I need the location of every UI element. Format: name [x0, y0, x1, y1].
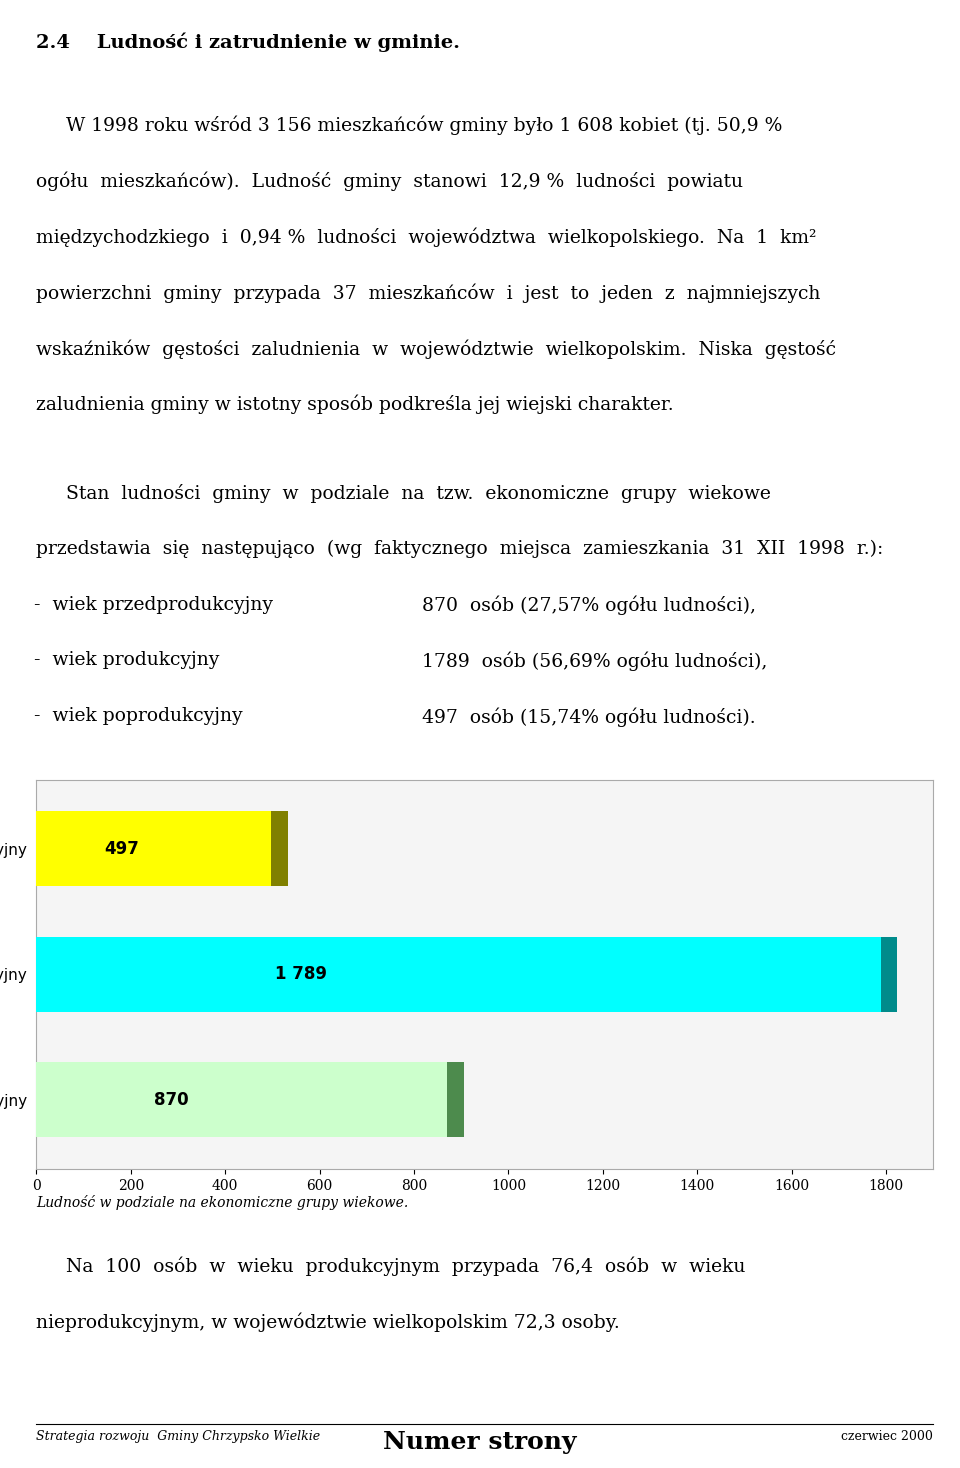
Text: 870: 870 [154, 1091, 188, 1108]
Text: W 1998 roku wśród 3 156 mieszkańców gminy było 1 608 kobiet (tj. 50,9 %: W 1998 roku wśród 3 156 mieszkańców gmin… [36, 116, 782, 135]
Text: Numer strony: Numer strony [383, 1430, 577, 1453]
Text: 870  osób (27,57% ogółu ludności),: 870 osób (27,57% ogółu ludności), [422, 596, 756, 615]
Bar [36, 1063, 56, 1138]
Text: 1 789: 1 789 [276, 966, 327, 984]
Text: -  wiek przedprodukcyjny: - wiek przedprodukcyjny [34, 596, 273, 614]
Text: 497: 497 [105, 840, 139, 857]
Bar [447, 1063, 464, 1138]
Bar [36, 937, 56, 1011]
Bar [36, 812, 56, 887]
Text: czerwiec 2000: czerwiec 2000 [841, 1430, 933, 1443]
Bar [36, 937, 880, 1011]
Text: przedstawia  się  następująco  (wg  faktycznego  miejsca  zamieszkania  31  XII : przedstawia się następująco (wg faktyczn… [36, 540, 884, 558]
Bar [36, 1063, 447, 1138]
Bar [271, 812, 288, 887]
Bar [880, 937, 898, 1011]
Text: ogółu  mieszkańców).  Ludność  gminy  stanowi  12,9 %  ludności  powiatu: ogółu mieszkańców). Ludność gminy stanow… [36, 172, 743, 191]
Text: Stan  ludności  gminy  w  podziale  na  tzw.  ekonomiczne  grupy  wiekowe: Stan ludności gminy w podziale na tzw. e… [36, 484, 771, 504]
Text: -  wiek poprodukcyjny: - wiek poprodukcyjny [34, 708, 242, 725]
Text: 2.4    Ludność i zatrudnienie w gminie.: 2.4 Ludność i zatrudnienie w gminie. [36, 32, 461, 51]
Text: międzychodzkiego  i  0,94 %  ludności  województwa  wielkopolskiego.  Na  1  km²: międzychodzkiego i 0,94 % ludności wojew… [36, 228, 817, 247]
Text: Na  100  osób  w  wieku  produkcyjnym  przypada  76,4  osób  w  wieku: Na 100 osób w wieku produkcyjnym przypad… [36, 1257, 746, 1276]
Bar [36, 812, 271, 887]
Text: 497  osób (15,74% ogółu ludności).: 497 osób (15,74% ogółu ludności). [422, 708, 756, 727]
Text: Ludność w podziale na ekonomiczne grupy wiekowe.: Ludność w podziale na ekonomiczne grupy … [36, 1195, 409, 1210]
Text: 1789  osób (56,69% ogółu ludności),: 1789 osób (56,69% ogółu ludności), [422, 652, 768, 671]
Text: -  wiek produkcyjny: - wiek produkcyjny [34, 652, 219, 669]
Text: zaludnienia gminy w istotny sposób podkreśla jej wiejski charakter.: zaludnienia gminy w istotny sposób podkr… [36, 395, 674, 414]
Text: wskaźników  gęstości  zaludnienia  w  województwie  wielkopolskim.  Niska  gęsto: wskaźników gęstości zaludnienia w wojewó… [36, 339, 836, 358]
Text: powierzchni  gminy  przypada  37  mieszkańców  i  jest  to  jeden  z  najmniejsz: powierzchni gminy przypada 37 mieszkańcó… [36, 283, 821, 302]
Text: Strategia rozwoju  Gminy Chrzypsko Wielkie: Strategia rozwoju Gminy Chrzypsko Wielki… [36, 1430, 321, 1443]
Text: nieprodukcyjnym, w województwie wielkopolskim 72,3 osoby.: nieprodukcyjnym, w województwie wielkopo… [36, 1312, 620, 1331]
